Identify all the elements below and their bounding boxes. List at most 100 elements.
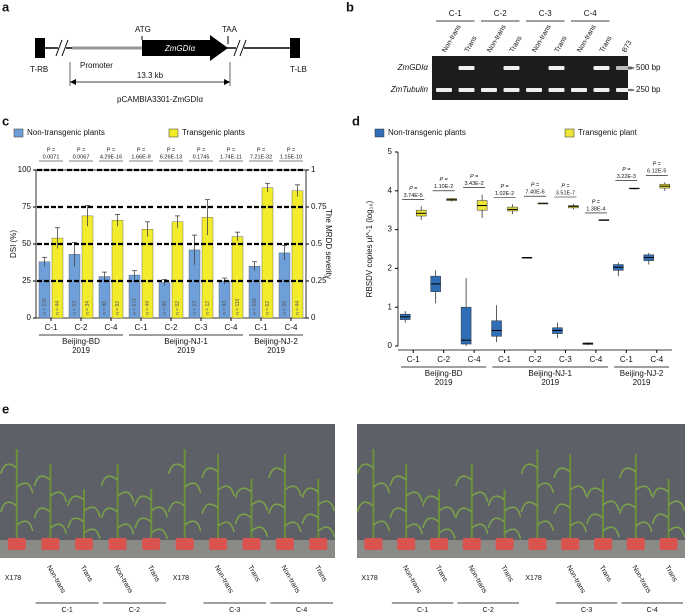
y-tick-label: 100	[18, 165, 32, 174]
pot	[75, 538, 93, 550]
x-tick-label: C-1	[45, 323, 58, 332]
plant-leaf	[405, 523, 423, 535]
legend-label: Non-transgenic plants	[27, 128, 105, 137]
lane-label: Trans	[464, 35, 479, 54]
plant-leaf	[536, 520, 555, 532]
x-tick-label: C-1	[255, 323, 268, 332]
x-tick-label: C-1	[407, 355, 420, 364]
gene-name: ZmGDIα	[164, 44, 196, 53]
plant-leaf	[668, 500, 685, 512]
pot	[430, 538, 448, 550]
pot	[209, 538, 228, 550]
x-tick-label: C-3	[559, 355, 572, 364]
plant-leaf	[455, 507, 473, 519]
group-label: C-4	[584, 9, 597, 18]
p-value: 7.21E-32	[250, 154, 272, 160]
left-border: T-RB	[30, 65, 48, 74]
plant-leaf	[487, 495, 506, 507]
x-tick-label: C-1	[498, 355, 511, 364]
p-value: 1.38E-4	[586, 206, 605, 212]
x-tick-label: C-4	[225, 323, 238, 332]
plant-label: Trans	[434, 564, 449, 583]
group-label: Beijing-NJ-1	[164, 337, 208, 346]
plant-leaf	[619, 467, 637, 479]
plant-leaf	[504, 506, 522, 518]
pot	[175, 538, 194, 550]
p-value: 1.74E-11	[220, 154, 242, 160]
plant-leaf	[250, 526, 269, 538]
y2-tick-label: 0.25	[311, 276, 327, 285]
plant-label: Trans	[499, 564, 514, 583]
box	[460, 306, 472, 345]
p-value: 7.40E-6	[525, 190, 544, 196]
x-tick-label: C-3	[195, 323, 208, 332]
group-year: 2019	[541, 378, 559, 387]
plant-leaf	[134, 517, 152, 529]
plant-leaf	[150, 528, 168, 540]
plant-leaf	[569, 485, 587, 497]
plant-label: Trans	[598, 564, 613, 583]
pot	[364, 538, 383, 550]
band	[503, 66, 520, 70]
y-tick-label: 4	[388, 186, 393, 195]
plant-leaf	[301, 513, 319, 525]
panel-label: e	[2, 401, 9, 416]
n-label: n = 53	[72, 301, 78, 315]
band	[458, 66, 475, 70]
n-label: n = 12	[205, 301, 211, 315]
band	[571, 88, 587, 92]
break	[236, 40, 244, 56]
band	[481, 88, 497, 92]
p-prefix: P =	[531, 183, 540, 189]
plant-leaf	[234, 487, 253, 499]
box	[491, 320, 502, 337]
group-label: C-3	[581, 607, 592, 614]
plant-leaf	[602, 500, 620, 512]
plant-label: Non-trans	[280, 564, 302, 595]
p-prefix: P =	[47, 147, 55, 153]
plant-leaf	[33, 475, 51, 487]
plant-leaf	[217, 485, 235, 497]
break-slash	[233, 39, 241, 57]
gel-panel	[432, 56, 628, 100]
plant-leaf	[217, 521, 235, 533]
legend-label: Non-transgenic plants	[388, 128, 466, 137]
group-label: C-3	[229, 607, 240, 614]
panel-label: a	[2, 0, 10, 14]
plant-leaf	[356, 501, 374, 513]
band	[436, 88, 452, 92]
plant-leaf	[471, 523, 489, 535]
plant-leaf	[49, 491, 68, 503]
plant-leaf	[356, 463, 374, 475]
pot	[561, 538, 580, 550]
plant-label: X178	[173, 575, 189, 582]
x-tick-label: C-2	[437, 355, 450, 364]
plant-leaf	[635, 521, 653, 533]
plant-leaf	[284, 485, 302, 497]
x-tick-label: C-4	[589, 355, 602, 364]
p-prefix: P =	[287, 147, 295, 153]
x-tick-label: C-2	[75, 323, 88, 332]
size-label: 250 bp	[636, 85, 661, 94]
p-prefix: P =	[257, 147, 265, 153]
lane-label: Trans	[509, 35, 524, 54]
legend-swatch	[564, 128, 575, 138]
p-value: 3.43E-2	[464, 181, 483, 187]
p-value: 0.0067	[73, 154, 90, 160]
y-tick-label: 5	[388, 147, 393, 156]
n-label: n = 44	[145, 301, 151, 315]
p-value: 3.51E-7	[556, 190, 575, 196]
y2-tick-label: 1	[311, 165, 316, 174]
y-tick-label: 3	[388, 225, 393, 234]
pot	[528, 538, 547, 550]
group-label: Beijing-BD	[62, 337, 100, 346]
plant-leaf	[268, 467, 286, 479]
p-value: 3.22E-3	[617, 174, 636, 180]
construct: T-RB Promoter ATG ZmGDIα TAA 13.3 kb T-L…	[30, 25, 307, 104]
plant-leaf	[83, 506, 101, 518]
p-prefix: P =	[409, 186, 418, 192]
plant-leaf	[389, 507, 407, 519]
y2-tick-label: 0.5	[311, 239, 323, 248]
break	[58, 40, 66, 56]
